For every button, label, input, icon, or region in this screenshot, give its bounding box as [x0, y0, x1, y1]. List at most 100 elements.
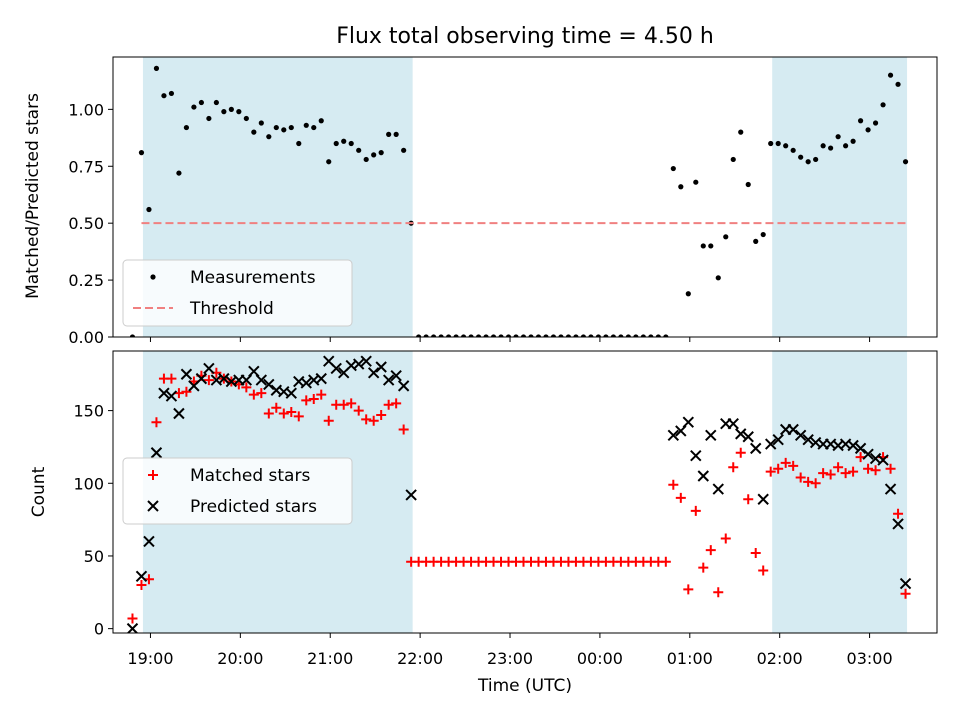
- data-point: [690, 505, 701, 516]
- data-point: [887, 72, 894, 78]
- data-point: [700, 243, 706, 249]
- data-point: [820, 143, 826, 149]
- data-point: [788, 460, 799, 471]
- data-point: [146, 206, 152, 213]
- data-point: [453, 334, 459, 337]
- data-point: [683, 584, 694, 595]
- y-tick-label: 0: [94, 620, 104, 639]
- x-tick-label: 23:00: [487, 649, 533, 668]
- data-point: [286, 407, 297, 418]
- legend-label: Predicted stars: [190, 497, 317, 517]
- data-point: [877, 454, 889, 466]
- data-point: [775, 140, 781, 147]
- y-tick-label: 0.25: [68, 271, 104, 290]
- x-tick-label: 20:00: [217, 649, 263, 668]
- data-point: [610, 334, 616, 337]
- data-point: [528, 334, 534, 337]
- data-point: [565, 334, 572, 337]
- data-point: [818, 468, 829, 479]
- data-point: [213, 99, 219, 106]
- data-point: [203, 375, 214, 386]
- data-point: [697, 470, 709, 482]
- data-point: [285, 387, 297, 399]
- data-point: [375, 361, 387, 373]
- data-point: [708, 243, 714, 249]
- data-point: [382, 374, 395, 386]
- legend-label: Matched stars: [190, 466, 310, 486]
- x-tick-label: 02:00: [757, 649, 803, 668]
- data-point: [520, 334, 527, 337]
- data-point: [126, 622, 139, 633]
- data-point: [862, 448, 874, 460]
- data-point: [241, 382, 252, 393]
- data-point: [668, 479, 679, 490]
- data-point: [848, 466, 859, 477]
- data-point: [129, 334, 136, 337]
- data-point: [150, 447, 163, 459]
- data-point: [288, 124, 294, 131]
- data-point: [895, 81, 901, 87]
- data-point: [176, 170, 182, 176]
- y-tick-label: 0.75: [68, 157, 104, 176]
- data-point: [750, 442, 762, 455]
- y-tick-label: 100: [73, 474, 104, 493]
- data-point: [588, 334, 594, 337]
- x-axis-label: Time (UTC): [477, 676, 572, 696]
- data-point: [316, 389, 327, 400]
- data-point: [884, 483, 897, 495]
- data-point: [892, 518, 904, 530]
- data-point: [353, 405, 364, 416]
- data-point: [338, 399, 349, 410]
- data-point: [735, 428, 747, 440]
- data-point: [660, 556, 671, 567]
- data-point: [753, 238, 759, 244]
- data-point: [790, 147, 796, 153]
- data-point: [333, 140, 339, 147]
- data-point: [712, 483, 724, 495]
- data-point: [318, 118, 324, 124]
- data-point: [757, 493, 769, 505]
- data-point: [705, 545, 716, 556]
- data-point: [863, 463, 874, 474]
- data-point: [773, 463, 784, 474]
- x-tick-label: 22:00: [397, 649, 443, 668]
- data-point: [378, 150, 384, 156]
- data-point: [505, 334, 512, 337]
- data-point: [490, 334, 497, 337]
- data-point: [166, 373, 177, 384]
- data-point: [221, 109, 227, 115]
- data-point: [158, 387, 170, 399]
- data-point: [727, 417, 739, 430]
- data-point: [255, 374, 268, 386]
- data-point: [263, 408, 274, 419]
- data-point: [595, 334, 602, 337]
- data-point: [271, 402, 282, 413]
- data-point: [783, 143, 789, 149]
- x-tick-label: 03:00: [847, 649, 893, 668]
- data-point: [772, 433, 784, 446]
- legend: Measurements Threshold: [122, 259, 353, 327]
- data-point: [678, 184, 684, 190]
- data-point: [640, 334, 646, 337]
- data-point: [308, 393, 319, 404]
- data-point: [670, 165, 676, 172]
- data-point: [720, 533, 731, 544]
- data-point: [363, 156, 369, 163]
- data-point: [870, 465, 881, 476]
- legend: Matched stars Predicted stars: [122, 457, 353, 525]
- data-point: [730, 156, 736, 163]
- data-point: [828, 145, 834, 151]
- plot-area: [129, 65, 909, 337]
- data-point: [633, 334, 639, 337]
- data-point: [248, 389, 259, 400]
- plot-frame: [112, 56, 938, 338]
- data-point: [513, 334, 519, 337]
- data-point: [143, 535, 155, 548]
- data-point: [682, 416, 695, 428]
- data-point: [401, 147, 407, 153]
- data-point: [690, 449, 702, 462]
- data-point: [840, 468, 851, 479]
- shaded-band: [772, 57, 908, 337]
- data-point: [315, 372, 327, 385]
- data-point: [580, 334, 587, 337]
